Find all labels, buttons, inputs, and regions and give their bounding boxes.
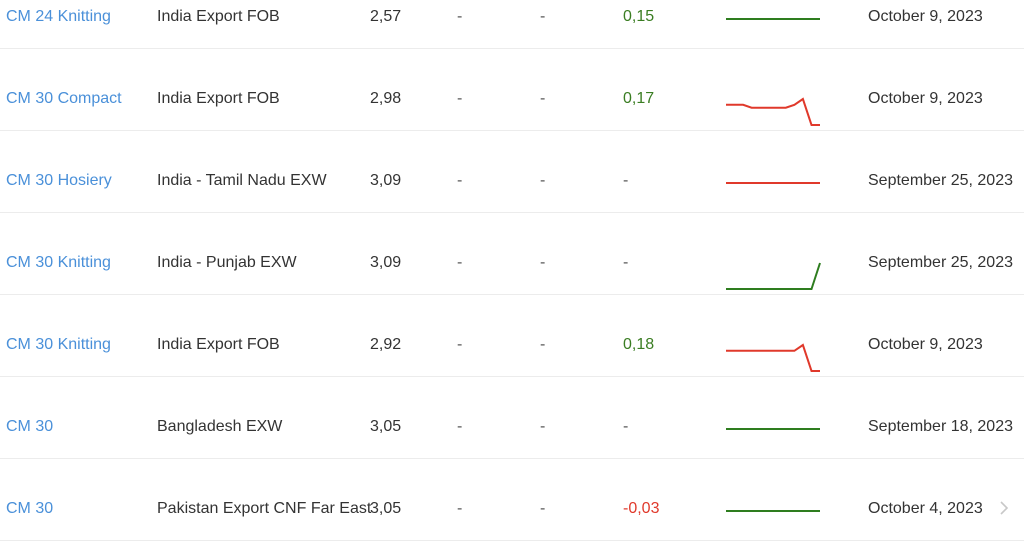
change-cell: 0,17 [623,90,655,107]
price-cell: 3,09 [370,172,402,189]
change-cell: 0,15 [623,8,655,25]
price-cell: 3,09 [370,254,402,271]
trend-line [726,343,820,372]
table-row: CM 30 Knitting India - Punjab EXW 3,09 - - - S… [0,213,1024,295]
table-row: CM 30 Bangladesh EXW 3,05 - - - September 18, … [0,377,1024,459]
origin-cell: India Export FOB [157,8,280,25]
change-week-cell: - [540,418,546,435]
change-day-cell: - [457,500,463,517]
table-row: CM 30 Compact India Export FOB 2,98 - - 0,17 O… [0,49,1024,131]
price-cell: 3,05 [370,418,402,435]
change-week-cell: - [540,336,546,353]
date-cell: October 9, 2023 [868,8,983,25]
change-day-cell: - [457,172,463,189]
trend-sparkline [726,97,820,126]
date-cell: October 9, 2023 [868,336,983,353]
chevron-right-icon[interactable] [998,500,1010,516]
table-row: CM 30 Knitting India Export FOB 2,92 - - 0,18… [0,295,1024,377]
origin-cell: India - Punjab EXW [157,254,297,271]
change-day-cell: - [457,90,463,107]
product-name-link[interactable]: CM 30 [6,500,54,517]
change-day-cell: - [457,336,463,353]
trend-sparkline [726,182,820,184]
change-week-cell: - [540,8,546,25]
product-name-link[interactable]: CM 30 Knitting [6,336,111,353]
date-cell: October 9, 2023 [868,90,983,107]
table-row: CM 24 Knitting India Export FOB 2,57 - - 0,15… [0,0,1024,49]
change-day-cell: - [457,418,463,435]
date-cell: October 4, 2023 [868,500,983,517]
product-name-link[interactable]: CM 30 Compact [6,90,122,107]
origin-cell: India Export FOB [157,336,280,353]
date-cell: September 25, 2023 [868,172,1013,189]
product-name-link[interactable]: CM 24 Knitting [6,8,111,25]
change-cell: - [623,254,629,271]
change-cell: 0,18 [623,336,655,353]
change-cell: - [623,172,629,189]
price-cell: 2,98 [370,90,402,107]
change-cell: -0,03 [623,500,660,517]
origin-cell: Pakistan Export CNF Far East [157,500,372,517]
change-day-cell: - [457,8,463,25]
trend-sparkline [726,510,820,512]
price-cell: 3,05 [370,500,402,517]
trend-sparkline [726,428,820,430]
product-name-link[interactable]: CM 30 [6,418,54,435]
trend-sparkline [726,262,821,290]
product-name-link[interactable]: CM 30 Knitting [6,254,111,271]
product-name-link[interactable]: CM 30 Hosiery [6,172,112,189]
trend-sparkline [726,343,820,372]
change-week-cell: - [540,172,546,189]
change-week-cell: - [540,90,546,107]
change-week-cell: - [540,254,546,271]
origin-cell: India Export FOB [157,90,280,107]
date-cell: September 18, 2023 [868,418,1013,435]
trend-line [726,97,820,126]
change-day-cell: - [457,254,463,271]
trend-sparkline [726,18,820,20]
origin-cell: India - Tamil Nadu EXW [157,172,327,189]
table-row: CM 30 Hosiery India - Tamil Nadu EXW 3,09 -… [0,131,1024,213]
change-week-cell: - [540,500,546,517]
price-cell: 2,92 [370,336,402,353]
date-cell: September 25, 2023 [868,254,1013,271]
price-cell: 2,57 [370,8,402,25]
change-cell: - [623,418,629,435]
trend-line [726,262,821,290]
origin-cell: Bangladesh EXW [157,418,283,435]
